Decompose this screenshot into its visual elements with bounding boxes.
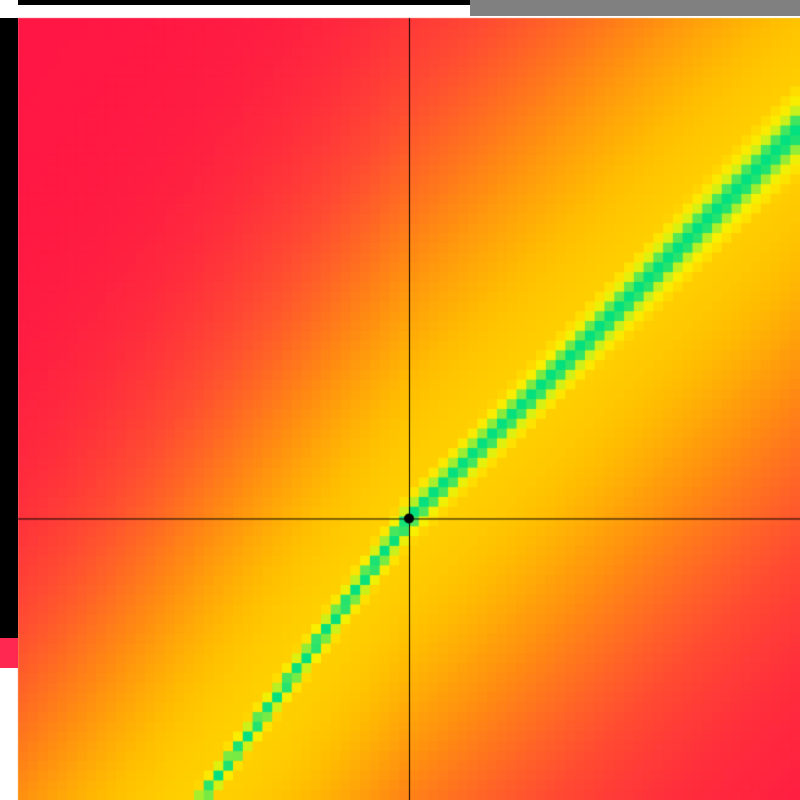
left-border-bottom [0, 638, 18, 668]
top-border-right [470, 0, 800, 16]
top-border-left [18, 0, 470, 5]
heatmap-plot [0, 0, 800, 800]
axis-overlay [0, 0, 800, 800]
left-border-top [0, 18, 18, 638]
